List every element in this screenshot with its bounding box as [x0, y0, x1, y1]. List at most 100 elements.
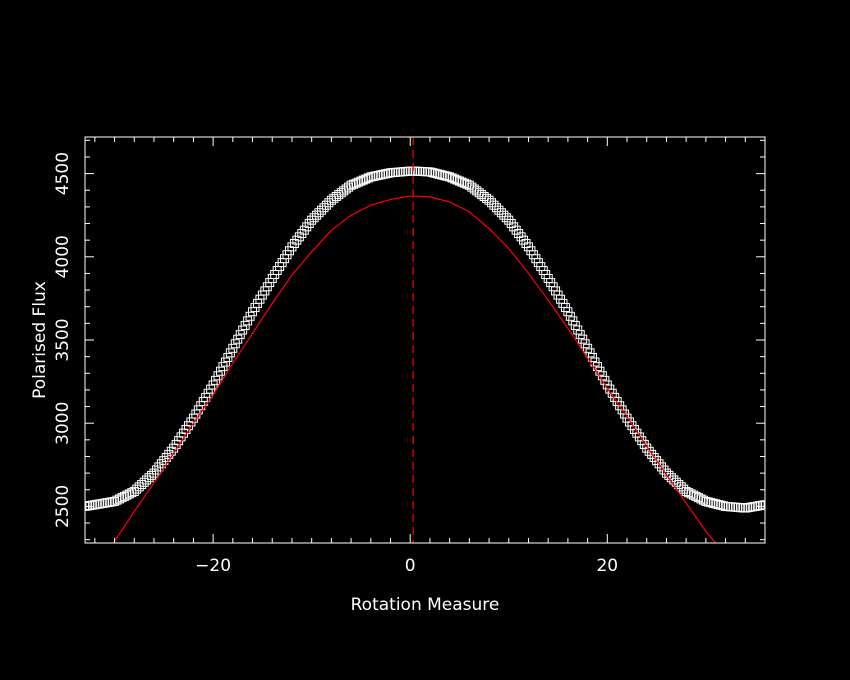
data-point — [351, 178, 361, 188]
data-point — [570, 320, 580, 330]
data-point — [216, 366, 226, 376]
data-point — [132, 484, 142, 494]
data-point — [642, 443, 652, 453]
data-point — [462, 179, 472, 189]
y-tick-label: 3500 — [53, 318, 73, 361]
data-point — [208, 380, 218, 390]
data-point — [245, 311, 255, 321]
data-point — [509, 222, 519, 232]
fit-curve-line — [114, 195, 717, 543]
data-point — [366, 172, 376, 182]
data-point — [225, 348, 235, 358]
data-point — [240, 320, 250, 330]
y-axis-label: Polarised Flux — [30, 281, 50, 399]
x-tick-labels: −20 0 20 — [195, 556, 618, 576]
data-point — [363, 173, 373, 183]
data-point — [230, 339, 240, 349]
data-point — [371, 171, 381, 181]
data-point — [294, 232, 304, 242]
data-point — [454, 176, 464, 186]
data-point — [432, 169, 442, 179]
data-point — [292, 235, 302, 245]
data-point — [580, 339, 590, 349]
data-point — [430, 168, 440, 178]
y-tick-label: 3000 — [53, 402, 73, 445]
data-point — [159, 456, 169, 466]
data-point — [139, 477, 149, 487]
x-tick-label: −20 — [195, 556, 231, 576]
y-tick-label: 2500 — [53, 485, 73, 528]
data-point — [501, 213, 511, 223]
data-point — [302, 222, 312, 232]
data-point — [657, 462, 667, 472]
data-point — [317, 205, 327, 215]
data-point — [713, 500, 723, 510]
x-tick-label: 0 — [405, 556, 416, 576]
data-point — [654, 459, 664, 469]
data-point — [304, 219, 314, 229]
data-point — [243, 316, 253, 326]
data-point — [435, 169, 445, 179]
data-point — [228, 343, 238, 353]
data-point — [353, 177, 363, 187]
data-point — [144, 473, 154, 483]
data-point — [213, 371, 223, 381]
y-tick-label: 4500 — [53, 152, 73, 195]
data-point — [356, 176, 366, 186]
data-point — [381, 169, 391, 179]
data-point — [154, 462, 164, 472]
data-point — [235, 330, 245, 340]
data-point — [142, 475, 152, 485]
data-point — [321, 200, 331, 210]
data-point — [223, 352, 233, 362]
data-point — [151, 465, 161, 475]
data-point — [358, 175, 368, 185]
data-point — [124, 489, 134, 499]
data-point — [514, 229, 524, 239]
data-point — [218, 362, 228, 372]
data-point — [297, 229, 307, 239]
data-point — [568, 316, 578, 326]
data-point — [487, 198, 497, 208]
data-point — [519, 235, 529, 245]
data-point — [437, 170, 447, 180]
data-point — [652, 456, 662, 466]
data-point — [499, 210, 509, 220]
fit-curve-layer — [114, 195, 717, 543]
data-point — [718, 501, 728, 511]
data-point — [516, 232, 526, 242]
data-point — [573, 325, 583, 335]
data-point — [583, 343, 593, 353]
data-point — [506, 219, 516, 229]
data-point — [647, 449, 657, 459]
data-point — [716, 500, 726, 510]
data-point — [491, 203, 501, 213]
data-point — [676, 482, 686, 492]
data-point — [137, 480, 147, 490]
data-point — [425, 167, 435, 177]
data-point — [496, 208, 506, 218]
data-point — [489, 200, 499, 210]
data-point — [307, 215, 317, 225]
data-point — [238, 325, 248, 335]
data-point — [590, 357, 600, 367]
data-point — [708, 498, 718, 508]
data-point — [319, 203, 329, 213]
data-point — [361, 174, 371, 184]
data-point — [373, 170, 383, 180]
x-tick-label: 20 — [596, 556, 618, 576]
data-point — [585, 348, 595, 358]
data-point — [644, 446, 654, 456]
data-point — [368, 171, 378, 181]
data-point — [511, 225, 521, 235]
data-point — [349, 179, 359, 189]
data-point — [674, 480, 684, 490]
data-point — [760, 500, 765, 510]
data-point — [314, 208, 324, 218]
data-point — [661, 468, 671, 478]
data-point — [711, 499, 721, 509]
data-point — [696, 494, 706, 504]
data-point — [147, 470, 157, 480]
